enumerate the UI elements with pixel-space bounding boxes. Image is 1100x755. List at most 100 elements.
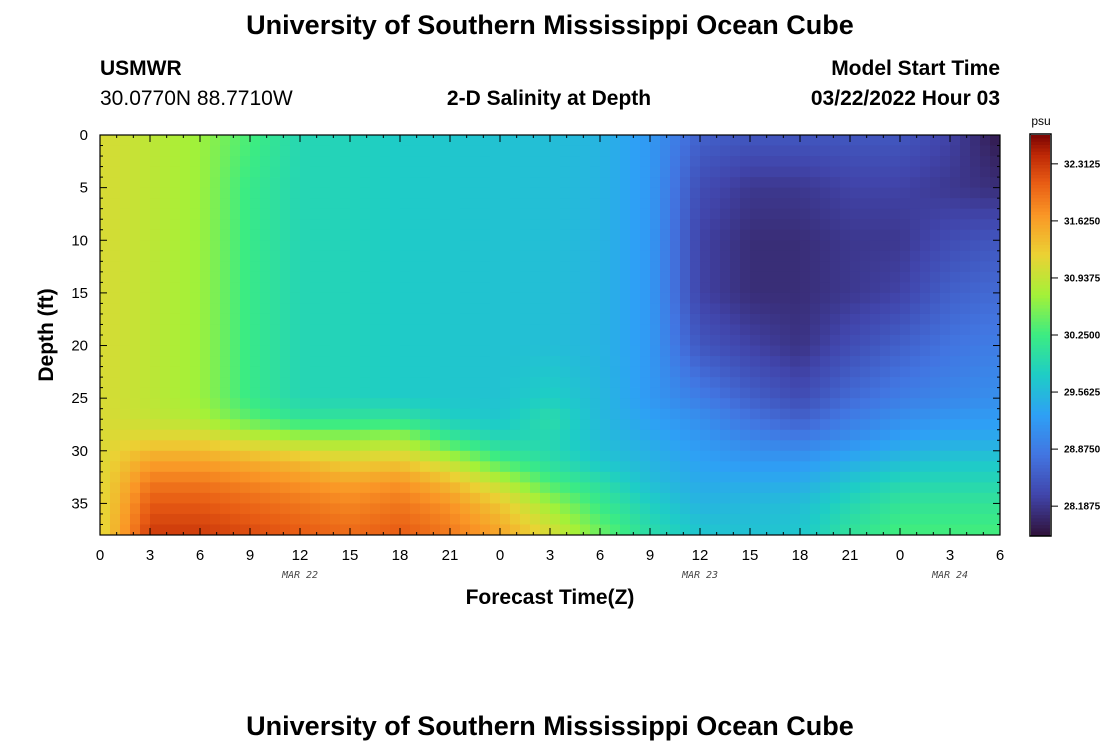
heatmap-cell — [780, 356, 791, 368]
heatmap-cell — [100, 324, 111, 336]
heatmap-cell — [730, 345, 741, 357]
heatmap-cell — [680, 356, 691, 368]
heatmap-cell — [580, 429, 591, 441]
heatmap-cell — [320, 524, 331, 535]
heatmap-cell — [190, 282, 201, 294]
heatmap-cell — [950, 398, 961, 410]
heatmap-cell — [180, 219, 191, 231]
heatmap-cell — [190, 419, 201, 431]
heatmap-cell — [260, 166, 271, 178]
heatmap-cell — [220, 240, 231, 252]
heatmap-cell — [270, 166, 281, 178]
heatmap-cell — [160, 335, 171, 347]
heatmap-cell — [970, 366, 981, 378]
heatmap-cell — [150, 408, 161, 420]
heatmap-cell — [900, 250, 911, 262]
heatmap-cell — [170, 187, 181, 199]
heatmap-cell — [410, 471, 421, 483]
heatmap-cell — [250, 356, 261, 368]
heatmap-cell — [460, 145, 471, 157]
heatmap-cell — [750, 156, 761, 168]
heatmap-cell — [990, 166, 1000, 178]
heatmap-cell — [730, 461, 741, 473]
heatmap-cell — [930, 440, 941, 452]
heatmap-cell — [650, 429, 661, 441]
heatmap-cell — [590, 271, 601, 283]
heatmap-cell — [810, 377, 821, 389]
heatmap-cell — [510, 356, 521, 368]
heatmap-cell — [530, 429, 541, 441]
heatmap-cell — [610, 450, 621, 462]
heatmap-cell — [270, 292, 281, 305]
heatmap-cell — [790, 492, 801, 505]
heatmap-cell — [600, 292, 611, 305]
heatmap-cell — [370, 524, 381, 535]
heatmap-cell — [690, 229, 701, 241]
heatmap-cell — [960, 482, 971, 494]
heatmap-cell — [830, 356, 841, 368]
colorbar-segment — [1031, 271, 1050, 276]
heatmap-cell — [550, 208, 561, 220]
heatmap-cell — [130, 524, 141, 535]
heatmap-cell — [610, 377, 621, 389]
heatmap-cell — [940, 198, 951, 210]
heatmap-cell — [260, 398, 271, 410]
colorbar — [1031, 135, 1050, 536]
heatmap-cell — [390, 335, 401, 347]
colorbar-segment — [1031, 491, 1050, 496]
heatmap-cell — [710, 219, 721, 231]
heatmap-cell — [330, 313, 341, 326]
heatmap-cell — [630, 292, 641, 305]
heatmap-cell — [600, 261, 611, 273]
heatmap-cell — [340, 156, 351, 168]
heatmap-cell — [400, 198, 411, 210]
heatmap-cell — [150, 271, 161, 283]
heatmap-cell — [230, 229, 241, 241]
heatmap-cell — [200, 156, 211, 168]
heatmap-cell — [690, 471, 701, 483]
heatmap-cell — [100, 482, 111, 494]
heatmap-cell — [640, 261, 651, 273]
heatmap-cell — [120, 513, 131, 526]
heatmap-cell — [430, 429, 441, 441]
heatmap-cell — [620, 419, 631, 431]
heatmap-cell — [680, 461, 691, 473]
heatmap-cell — [250, 219, 261, 231]
heatmap-cell — [770, 208, 781, 220]
heatmap-cell — [330, 419, 341, 431]
heatmap-cell — [460, 250, 471, 262]
heatmap-cell — [670, 398, 681, 410]
heatmap-cell — [710, 461, 721, 473]
heatmap-cell — [280, 187, 291, 199]
heatmap-cell — [220, 408, 231, 420]
heatmap-cell — [250, 208, 261, 220]
heatmap-cell — [200, 198, 211, 210]
heatmap-cell — [450, 335, 461, 347]
heatmap-cell — [390, 240, 401, 252]
heatmap-cell — [850, 387, 861, 399]
heatmap-cell — [660, 198, 671, 210]
heatmap-cell — [770, 377, 781, 389]
heatmap-cell — [740, 187, 751, 199]
heatmap-cell — [220, 187, 231, 199]
heatmap-cell — [590, 429, 601, 441]
heatmap-cell — [130, 492, 141, 505]
x-tick-label: 18 — [392, 547, 409, 564]
heatmap-cell — [470, 324, 481, 336]
heatmap-cell — [480, 503, 491, 515]
heatmap-cell — [650, 198, 661, 210]
heatmap-cell — [770, 492, 781, 505]
heatmap-cell — [600, 524, 611, 535]
heatmap-cell — [460, 261, 471, 273]
heatmap-cell — [510, 303, 521, 315]
heatmap-cell — [170, 356, 181, 368]
heatmap-cell — [190, 345, 201, 357]
heatmap-cell — [790, 145, 801, 157]
heatmap-cell — [720, 356, 731, 368]
heatmap-cell — [410, 177, 421, 189]
heatmap-cell — [610, 282, 621, 294]
colorbar-segment — [1031, 261, 1050, 266]
heatmap-cell — [610, 177, 621, 189]
heatmap-cell — [300, 440, 311, 452]
heatmap-cell — [310, 419, 321, 431]
